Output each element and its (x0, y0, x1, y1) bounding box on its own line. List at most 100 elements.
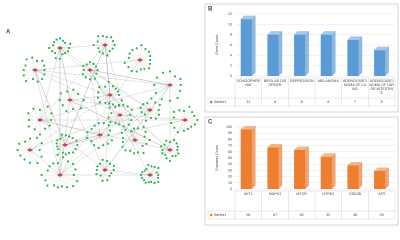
gene-node (168, 140, 172, 144)
bar (347, 165, 359, 189)
edge (156, 77, 171, 86)
gene-node (143, 169, 146, 172)
gene-node (61, 151, 64, 154)
gene-node (145, 142, 148, 146)
edge (139, 59, 150, 69)
edge (161, 84, 171, 100)
bar-top (240, 15, 256, 20)
gene-node (56, 145, 59, 148)
gene-node (153, 83, 156, 87)
gene-node (80, 107, 83, 110)
gene-node (176, 131, 180, 134)
x-tick-label: NTRK2 (322, 192, 335, 196)
table-value: 38 (353, 213, 357, 217)
gene-node (155, 171, 158, 174)
gene-node (92, 62, 95, 65)
edge (136, 59, 141, 72)
bar-top (374, 167, 389, 172)
gene-node (149, 116, 153, 120)
gene-node (193, 114, 196, 118)
edge (145, 109, 151, 121)
x-tick-label-box: MAPK3 (269, 192, 281, 196)
gene-node (28, 137, 32, 140)
edge (149, 98, 152, 111)
y-axis-title: Gene Count (215, 35, 219, 54)
x-tick-label-box: ADENOCARCINOMA OF LUNG (343, 79, 367, 91)
edge (169, 78, 181, 86)
edge (59, 109, 151, 176)
edge (136, 48, 141, 61)
gene-node (186, 127, 190, 131)
edge (104, 169, 151, 176)
edge (149, 174, 155, 184)
edge (134, 131, 146, 141)
gene-node (43, 64, 46, 67)
gene-node (173, 138, 176, 142)
disease-node (57, 46, 63, 50)
gene-node (122, 103, 125, 106)
network-diagram (16, 34, 199, 189)
gene-node (149, 54, 152, 58)
gene-node (40, 142, 43, 145)
bar-side (385, 46, 389, 77)
x-tick-label-box: ATR (378, 192, 385, 196)
gene-node (44, 179, 47, 182)
panel-frame (204, 116, 399, 226)
gene-node (72, 184, 75, 188)
gene-node (139, 68, 142, 71)
gene-node (171, 155, 174, 158)
gene-node (84, 76, 87, 79)
table-value: 8 (274, 100, 276, 104)
gene-node (121, 140, 124, 144)
gene-node (111, 103, 115, 106)
edge (124, 59, 141, 63)
gene-node (66, 160, 69, 163)
gene-node (66, 50, 70, 53)
bar-top (240, 125, 256, 130)
gene-node (31, 77, 35, 81)
gene-node (105, 159, 109, 163)
edge (59, 174, 68, 188)
gene-node (150, 180, 153, 183)
gene-node (178, 109, 181, 112)
gene-node (38, 133, 42, 136)
edge (39, 113, 52, 121)
bar-side (358, 36, 363, 77)
edge (119, 114, 132, 121)
y-tick-label: 90 (228, 131, 232, 135)
gene-node (38, 148, 41, 152)
edge (69, 99, 171, 151)
edge (133, 139, 136, 154)
edge (132, 49, 141, 61)
gene-node (147, 163, 150, 167)
legend-swatch (210, 213, 213, 217)
figure: A B C Gene Count 0 2 4 6 8 10 12 Series1 11 8 8 8 7 5 S… (6, 3, 399, 226)
edge (39, 106, 48, 121)
edge (119, 114, 129, 125)
edge (25, 141, 31, 151)
edge (134, 139, 139, 153)
y-tick-label: 12 (228, 12, 232, 16)
gene-node (76, 180, 79, 183)
gene-node (104, 101, 107, 105)
gene-node (168, 99, 172, 102)
gene-node (150, 165, 153, 168)
gene-node (93, 77, 97, 80)
gene-node (168, 70, 172, 73)
gene-node (102, 144, 105, 147)
gene-node (36, 161, 39, 165)
gene-node (112, 164, 116, 167)
edge (89, 69, 151, 111)
bar-side (358, 161, 363, 190)
gene-node (64, 134, 68, 137)
gene-node (154, 101, 157, 104)
bar (267, 34, 279, 76)
edge (149, 167, 159, 176)
gene-node (35, 59, 39, 63)
bar-side (251, 125, 256, 190)
disease-node (107, 93, 113, 97)
x-tick-label-box: MTOR (296, 192, 307, 196)
gene-node (23, 158, 26, 161)
disease-node (67, 98, 73, 102)
gene-node (113, 43, 116, 47)
